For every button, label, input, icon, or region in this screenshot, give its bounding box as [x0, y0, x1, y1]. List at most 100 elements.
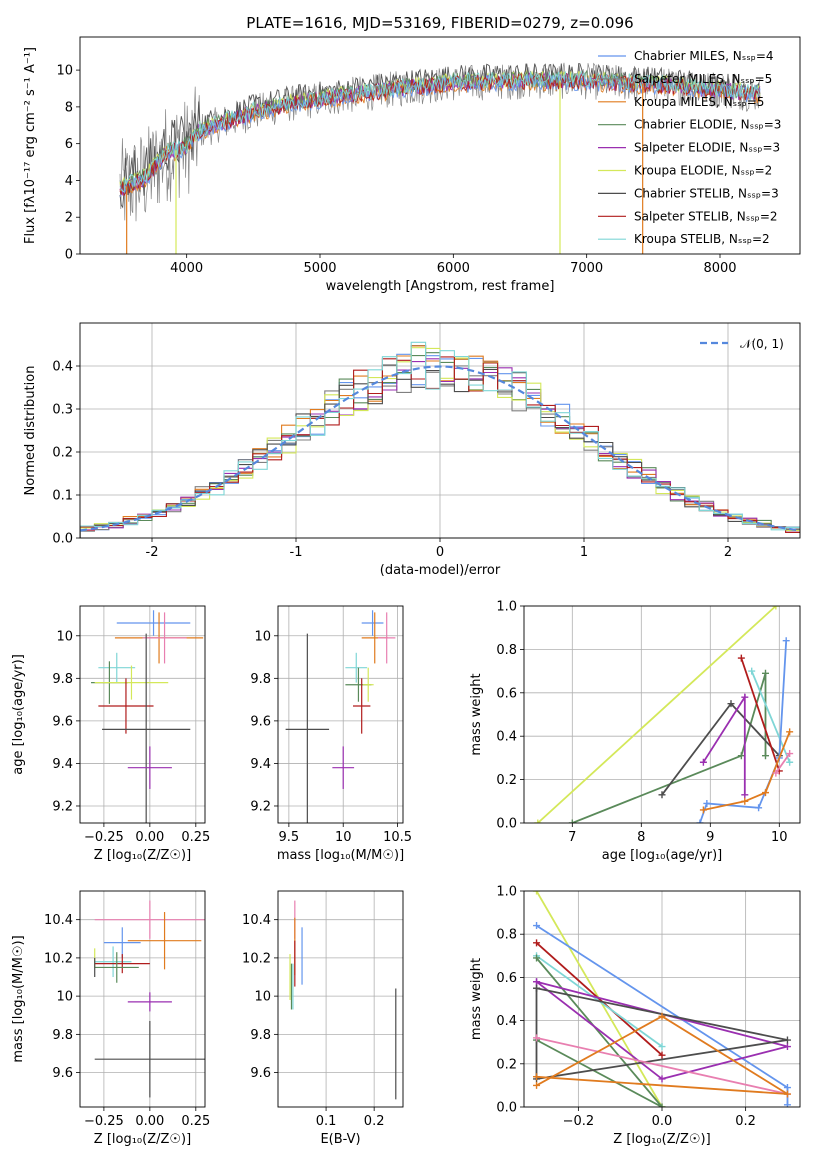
legend-entry-label: Chabrier MILES, Nₛₛₚ=4: [634, 49, 774, 63]
spectrum-legend: Chabrier MILES, Nₛₛₚ=4 Salpeter MILES, Nₛ…: [598, 49, 781, 246]
series-line: [537, 606, 777, 823]
series-marker: [533, 1073, 541, 1081]
weight_vs_Z-panel: −0.2 0.0 0.2 0.0 0.2 0.4 0.6 0.8 1.0 Z [log₁₀(Z/Z…: [469, 885, 801, 1147]
y-tick-label: 9.6: [250, 1066, 271, 1081]
legend-entry-label: Salpeter STELIB, Nₛₛₚ=2: [634, 209, 778, 223]
y-tick-label: 0.3: [52, 403, 73, 418]
y-tick-label: 0.0: [52, 532, 73, 547]
series-marker: [762, 669, 769, 677]
x-tick-label: 2: [724, 545, 732, 560]
series-marker: [762, 752, 769, 760]
x-axis-label: Z [log₁₀(Z/Z☉)]: [613, 1132, 710, 1147]
y-tick-label: 4: [65, 174, 73, 189]
x-tick-label: 8: [637, 830, 645, 845]
series-line: [571, 673, 767, 823]
series-marker: [737, 752, 745, 760]
error-bar-point: [361, 610, 384, 636]
y-axis-label: age [log₁₀(age/yr)]: [11, 654, 26, 775]
x-tick-label: −0.25: [84, 1114, 124, 1129]
error-bar-point: [353, 678, 371, 734]
series-marker: [748, 667, 756, 675]
legend-entry-label: Kroupa ELODIE, Nₛₛₚ=2: [634, 164, 772, 178]
x-tick-label: 0.0: [652, 1114, 673, 1129]
y-tick-label: 0.4: [52, 360, 73, 375]
age_vs_Z-panel: −0.25 0.00 0.25 9.2 9.4 9.6 9.8 10 Z [log₁₀(Z/Z☉…: [11, 605, 210, 863]
normal-reference-curve: [80, 365, 800, 532]
x-axis-label: mass [log₁₀(M/M☉)]: [277, 848, 404, 863]
series-marker: [696, 819, 704, 823]
series-line: [703, 731, 791, 811]
x-tick-label: 7000: [570, 261, 603, 276]
x-tick-label: 9.5: [279, 830, 300, 845]
weight-series-chabrier-elodie: [568, 669, 769, 823]
x-axis-label: Z [log₁₀(Z/Z☉)]: [94, 848, 191, 863]
weight-series-chabrier-stelib: [658, 700, 783, 799]
x-tick-label: 0.25: [181, 830, 210, 845]
series-marker: [786, 758, 794, 766]
weight_vs_Z-plot-area: [533, 891, 791, 1107]
series-marker: [741, 791, 749, 799]
series-marker: [658, 1012, 666, 1020]
y-tick-label: 10: [254, 990, 271, 1005]
y-tick-label: 0.0: [496, 1101, 517, 1116]
series-line: [536, 1037, 788, 1095]
series-marker: [737, 654, 745, 662]
residuals-plot-area: [80, 341, 800, 538]
y-tick-label: 10.2: [44, 951, 73, 966]
mass_vs_EBV-panel: 0.1 0.2 9.6 9.8 10 10.2 10.4 E(B-V): [242, 890, 404, 1147]
error-bar-point: [127, 746, 172, 789]
y-tick-label: 0.8: [496, 643, 517, 658]
series-marker: [568, 819, 576, 823]
spectrum-line-chabrier-elodie: [119, 69, 761, 194]
x-tick-label: −0.2: [563, 1114, 595, 1129]
error-bar-point: [378, 612, 396, 664]
axes-frame: [277, 890, 404, 1108]
y-tick-label: 10.4: [242, 913, 271, 928]
series-marker: [533, 1034, 541, 1042]
histogram-kroupa-stelib: [80, 341, 800, 538]
y-tick-label: 10.2: [242, 951, 271, 966]
axes-frame: [79, 890, 206, 1108]
series-marker: [658, 1103, 666, 1107]
x-axis-label: E(B-V): [320, 1132, 360, 1147]
error-bar-point: [285, 633, 330, 823]
x-axis-label: (data-model)/error: [380, 563, 501, 578]
x-tick-label: -1: [290, 545, 303, 560]
error-bar-point: [102, 633, 191, 823]
axes-frame: [79, 605, 206, 824]
y-axis-label: mass weight: [469, 673, 484, 755]
x-tick-label: 0.2: [735, 1114, 756, 1129]
error-bar-point: [94, 952, 139, 983]
y-tick-label: 10.4: [44, 913, 73, 928]
error-bar-point: [332, 746, 355, 789]
x-tick-label: 1: [580, 545, 588, 560]
y-tick-label: 8: [65, 100, 73, 115]
y-tick-label: 0.1: [52, 489, 73, 504]
error-bar-point: [94, 954, 150, 974]
error-bar-point: [142, 612, 187, 664]
y-tick-label: 9.8: [52, 672, 73, 687]
axes-frame: [79, 322, 801, 539]
x-tick-label: −0.25: [84, 830, 124, 845]
age_vs_Z-plot-area: [91, 610, 204, 823]
series-marker: [762, 789, 769, 797]
legend-entry-label: Chabrier STELIB, Nₛₛₚ=3: [634, 186, 779, 200]
histogram-legend: 𝒩(0, 1): [700, 337, 784, 351]
x-axis-label: age [log₁₀(age/yr)]: [602, 848, 723, 863]
series-marker: [772, 769, 780, 777]
axes-frame: [277, 605, 404, 824]
x-tick-label: 7: [568, 830, 576, 845]
spectrum-line-kroupa-stelib: [119, 70, 761, 193]
y-tick-label: 9.6: [52, 714, 73, 729]
weight-series-kroupa-miles: [533, 1012, 791, 1098]
spectrum-line-salpeter-stelib: [119, 72, 761, 197]
series-line: [699, 640, 788, 823]
series-marker: [533, 939, 541, 947]
y-tick-label: 2: [65, 211, 73, 226]
y-tick-label: 0.0: [496, 817, 517, 832]
legend-entry-label: Kroupa MILES, Nₛₛₚ=5: [634, 95, 764, 109]
series-marker: [533, 984, 541, 992]
x-tick-label: 5000: [303, 261, 336, 276]
series-marker: [658, 1051, 666, 1059]
y-tick-label: 1.0: [496, 885, 517, 900]
